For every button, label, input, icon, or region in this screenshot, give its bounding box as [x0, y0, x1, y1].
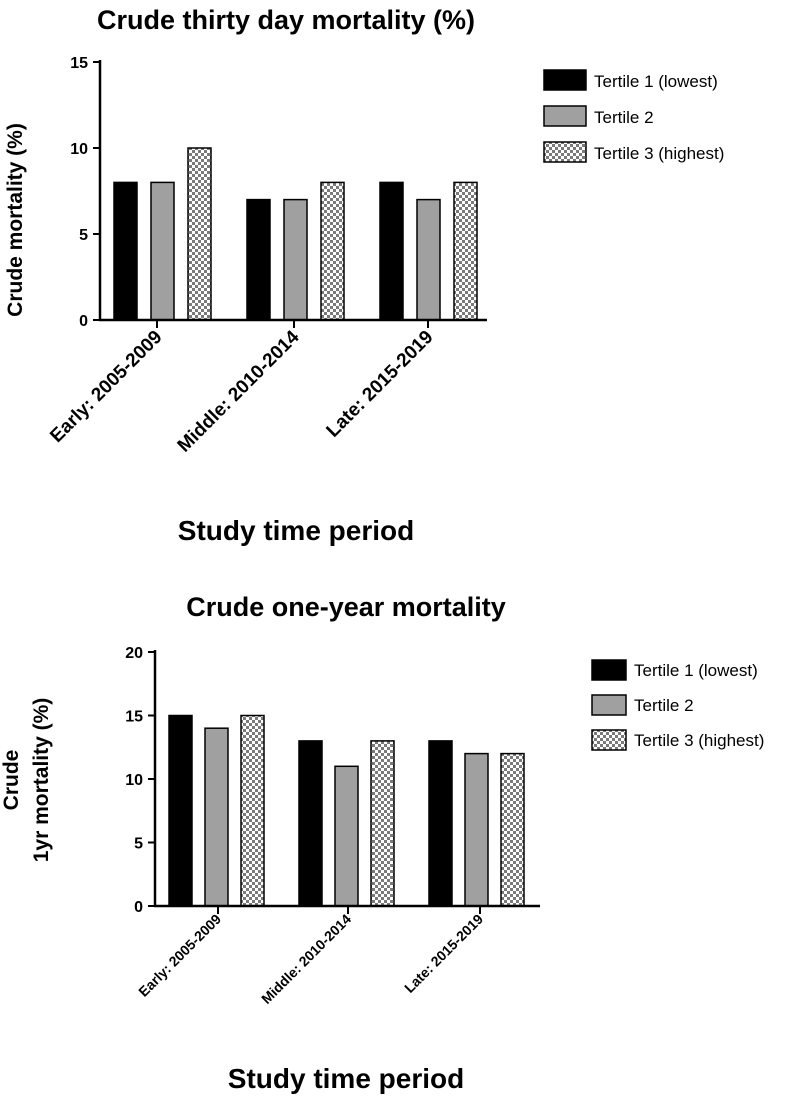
chart1-category-label-2: Middle: 2010-2014: [174, 326, 304, 456]
chart2-legend-label-tertile1: Tertile 1 (lowest): [634, 661, 758, 680]
chart2-y-tick-label: 5: [134, 836, 143, 853]
chart2-bar-3-tertile1: [428, 740, 453, 907]
chart1-y-axis-title: Crude mortality (%): [4, 123, 27, 317]
chart1-category-label-1: Early: 2005-2009: [46, 327, 166, 447]
chart1-legend-swatch-tertile1: [543, 69, 587, 91]
chart2-x-axis-title: Study time period: [228, 1063, 464, 1094]
chart1-bar-2-tertile1: [246, 198, 271, 321]
chart2-bar-3-tertile2: [464, 752, 489, 907]
chart2-legend: Tertile 1 (lowest) Tertile 2 Tertile 3 (…: [591, 659, 764, 751]
chart2-y-tick-label: 15: [125, 709, 143, 726]
chart1-bar-1-tertile1: [113, 181, 138, 321]
chart2-legend-swatch-tertile2: [591, 694, 627, 716]
chart2-y-axis-title-line1: Crude: [0, 750, 23, 811]
chart1-title: Crude thirty day mortality (%): [97, 5, 475, 35]
chart-one-year: Crude one-year mortality Crude 1yr morta…: [0, 592, 764, 1094]
chart2-y-axis-title-line2: 1yr mortality (%): [30, 698, 53, 863]
chart2-bar-1-tertile3: [240, 714, 265, 907]
chart2-legend-swatch-tertile3: [591, 729, 627, 751]
chart2-bars: [168, 714, 525, 907]
chart2-bar-1-tertile1: [168, 714, 193, 907]
chart1-bar-1-tertile2: [150, 181, 175, 321]
chart1-legend-swatch-tertile2: [543, 105, 587, 127]
chart2-bar-1-tertile2: [204, 727, 229, 907]
chart1-y-tick-label: 5: [79, 227, 88, 244]
chart1-bar-3-tertile2: [416, 198, 441, 321]
chart1-bar-2-tertile2: [283, 198, 308, 321]
chart2-bar-2-tertile2: [334, 765, 359, 907]
chart2-legend-label-tertile2: Tertile 2: [634, 696, 694, 715]
chart-thirty-day: Crude thirty day mortality (%) Crude mor…: [4, 5, 724, 546]
chart1-bar-3-tertile1: [379, 181, 404, 321]
chart2-category-label-2: Middle: 2010-2014: [258, 911, 354, 1007]
chart1-y-tick-label: 15: [70, 55, 88, 72]
chart2-y-tick-label: 0: [134, 899, 143, 916]
chart2-category-label-3: Late: 2015-2019: [401, 911, 486, 996]
chart1-legend: Tertile 1 (lowest) Tertile 2 Tertile 3 (…: [543, 69, 724, 163]
chart1-legend-label-tertile1: Tertile 1 (lowest): [594, 72, 718, 91]
chart1-category-labels: Early: 2005-2009 Middle: 2010-2014 Late: 2…: [46, 320, 438, 457]
chart2-category-labels: Early: 2005-2009 Middle: 2010-2014 Late: 2…: [135, 906, 486, 1007]
chart1-bar-3-tertile3: [453, 181, 478, 321]
chart2-y-tick-label: 20: [125, 645, 143, 662]
chart2-y-tick-label: 10: [125, 772, 143, 789]
chart2-category-label-1: Early: 2005-2009: [135, 911, 224, 1000]
chart1-bar-1-tertile3: [187, 147, 212, 321]
chart2-legend-label-tertile3: Tertile 3 (highest): [634, 731, 764, 750]
chart2-legend-swatch-tertile1: [591, 659, 627, 681]
chart2-bar-3-tertile3: [500, 752, 525, 907]
chart2-title: Crude one-year mortality: [186, 592, 506, 622]
chart2-bar-2-tertile1: [298, 740, 323, 907]
chart1-legend-label-tertile3: Tertile 3 (highest): [594, 144, 724, 163]
chart1-bar-2-tertile3: [320, 181, 345, 321]
chart1-y-tick-label: 0: [79, 313, 88, 330]
chart1-y-ticks: 0 5 10 15: [70, 55, 100, 330]
chart1-y-tick-label: 10: [70, 141, 88, 158]
chart1-legend-swatch-tertile3: [543, 141, 587, 163]
chart1-x-axis-title: Study time period: [178, 515, 414, 546]
chart1-category-label-3: Late: 2015-2019: [323, 327, 438, 442]
chart2-y-ticks: 0 5 10 15 20: [125, 645, 155, 916]
chart1-legend-label-tertile2: Tertile 2: [594, 108, 654, 127]
chart1-bars: [113, 147, 478, 321]
chart2-bar-2-tertile3: [370, 740, 395, 907]
